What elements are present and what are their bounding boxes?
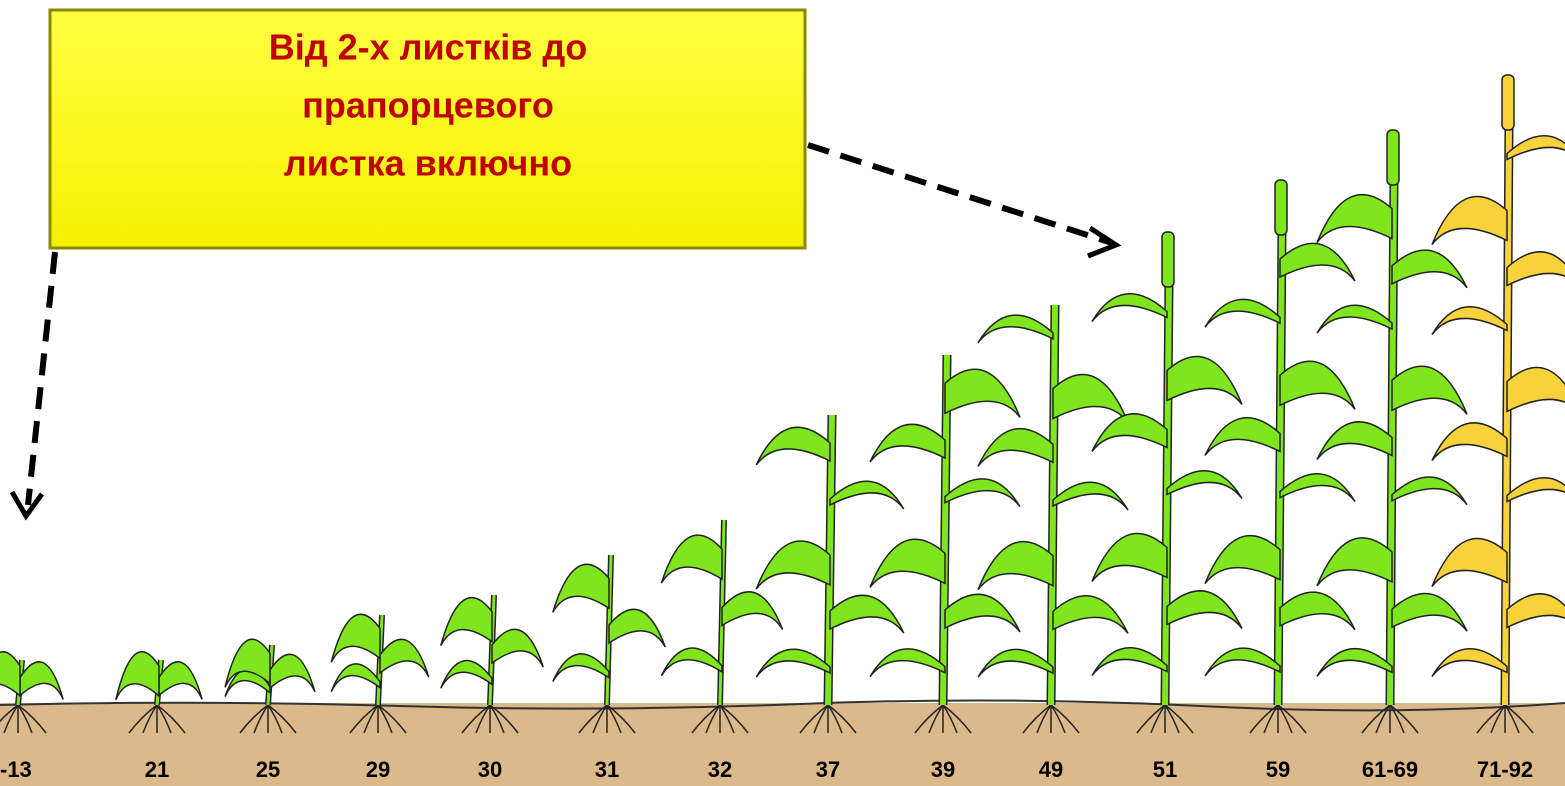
ear — [1387, 130, 1399, 185]
stage-label: 71-92 — [1477, 757, 1533, 782]
stage-label: 49 — [1039, 757, 1063, 782]
stage-label: 31 — [595, 757, 619, 782]
stage-label: 59 — [1266, 757, 1290, 782]
stage-label: 61-69 — [1362, 757, 1418, 782]
ear — [1502, 75, 1514, 130]
stage-label: 29 — [366, 757, 390, 782]
callout-text: прапорцевого — [302, 85, 554, 126]
stage-label: -13 — [0, 757, 32, 782]
soil — [0, 703, 1565, 786]
stage-label: 32 — [708, 757, 732, 782]
callout-text: Від 2-х листків до — [269, 27, 588, 68]
stage-label: 39 — [931, 757, 955, 782]
stage-label: 30 — [478, 757, 502, 782]
scene: -13 21 25 29 30 31 32 37 39 49 51 59 61-69 71-92 Від … — [0, 0, 1565, 786]
stage-label: 37 — [816, 757, 840, 782]
callout-text: листка включно — [284, 143, 572, 184]
ear — [1162, 232, 1174, 287]
stage-label: 21 — [145, 757, 169, 782]
stem — [1278, 230, 1282, 705]
ear — [1275, 180, 1287, 235]
stage-label: 25 — [256, 757, 280, 782]
stage-label: 51 — [1153, 757, 1177, 782]
